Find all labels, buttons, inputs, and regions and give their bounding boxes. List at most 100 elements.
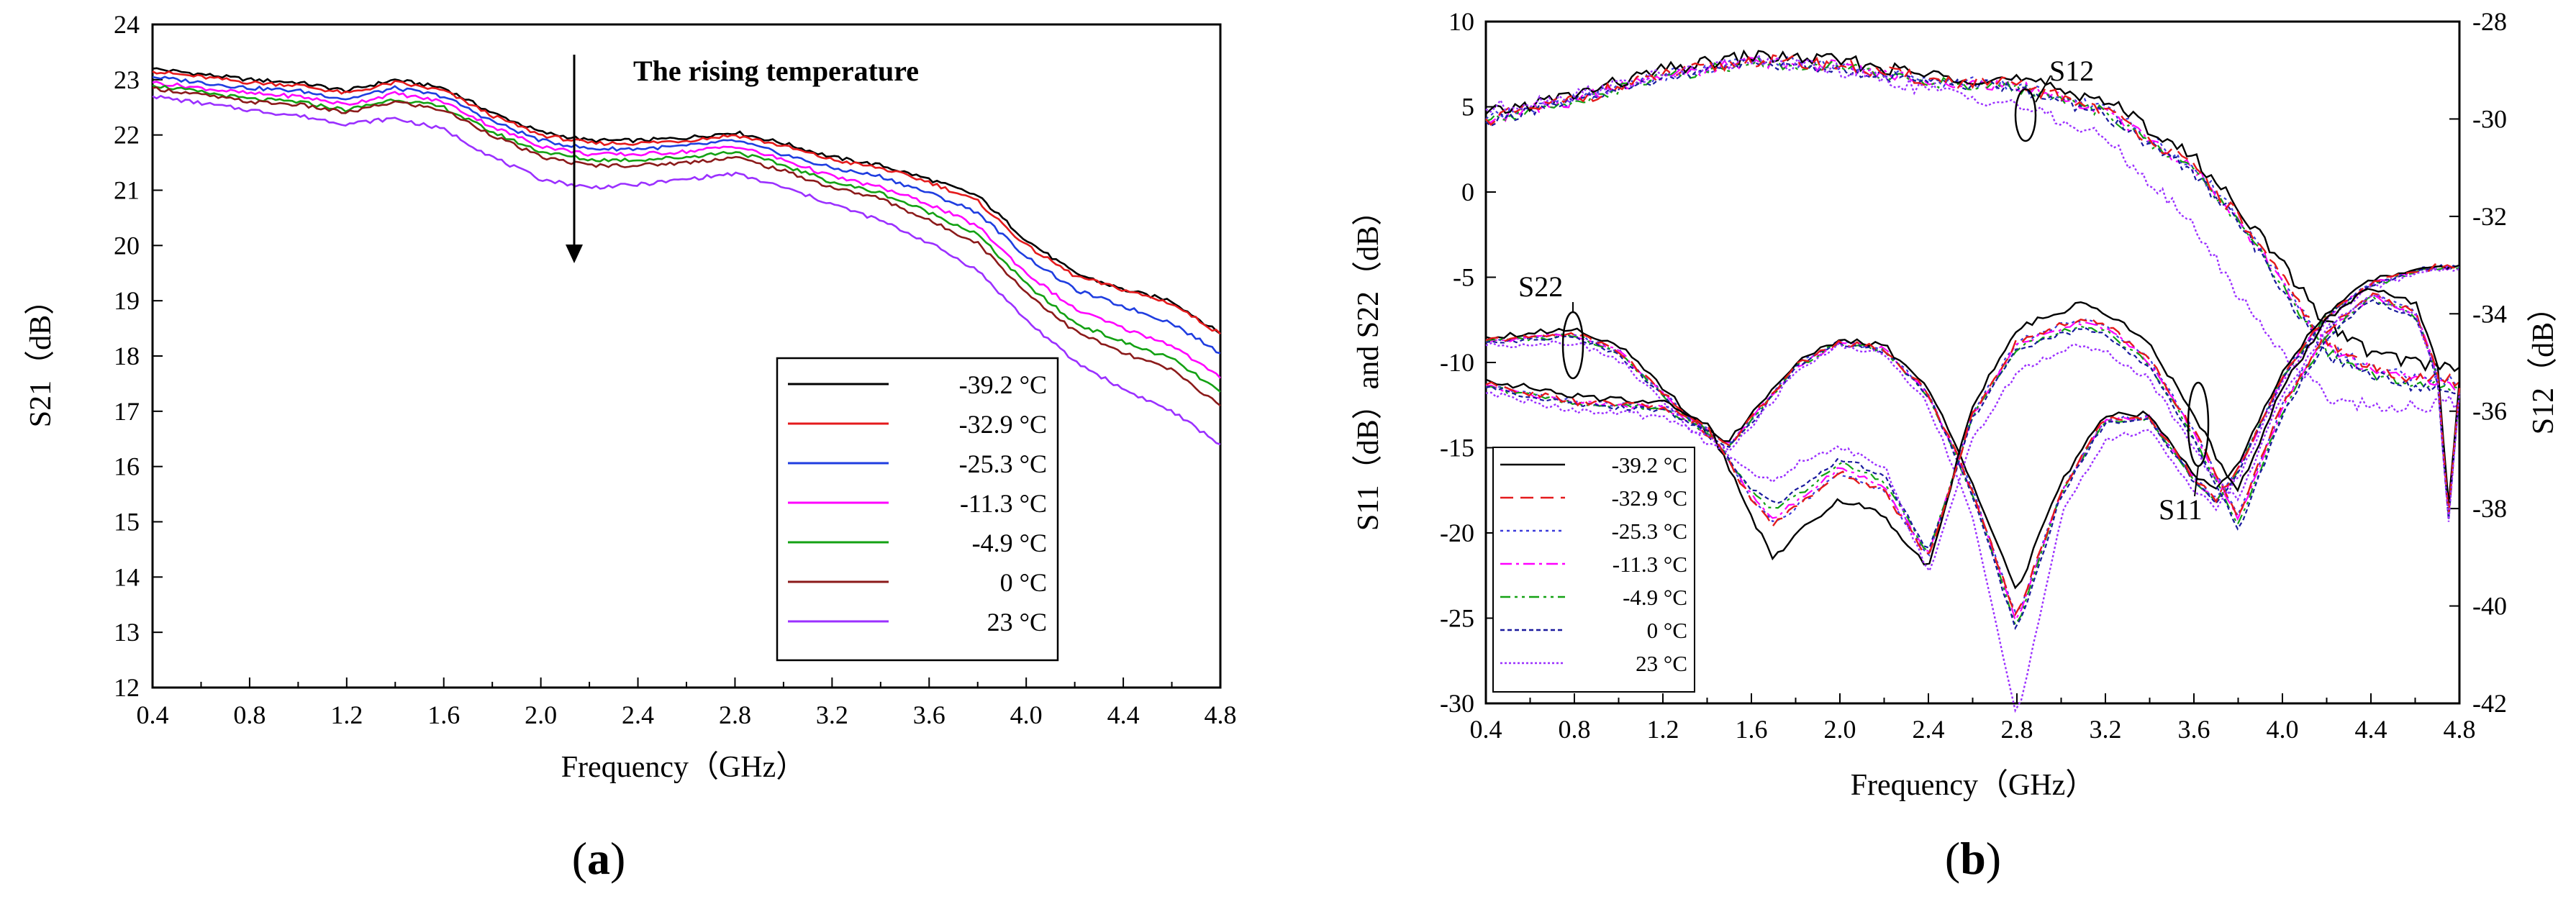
y-tick-label: 20 — [114, 231, 140, 260]
y-tick-label: 16 — [114, 452, 140, 481]
legend-entry: -4.9 °C — [972, 529, 1047, 557]
s11-series-line — [1485, 288, 2461, 566]
panel-a-legend-box — [776, 357, 1059, 662]
x-tick-label: 3.2 — [816, 701, 848, 729]
x-tick-label: 1.2 — [1647, 715, 1679, 744]
s11-annotation: S11 — [2159, 493, 2203, 526]
right-y-tick-label: -42 — [2472, 689, 2507, 718]
y-tick-label: 18 — [114, 342, 140, 370]
right-y-tick-label: -32 — [2472, 202, 2507, 231]
s22-series-line — [1485, 264, 2460, 590]
x-tick-label: 0.4 — [1470, 715, 1502, 744]
y-tick-label: -15 — [1440, 434, 1474, 462]
x-tick-label: 4.4 — [1107, 701, 1140, 729]
panel-a-x-tick-labels: 0.4 0.8 1.2 1.6 2.0 2.4 2.8 3.2 3.6 4.0 4.4 4.8 — [137, 701, 1237, 729]
right-y-tick-label: -28 — [2472, 7, 2507, 36]
panel-a-x-axis-title: Frequency（GHz） — [561, 751, 807, 784]
legend-entry: -11.3 °C — [960, 489, 1047, 518]
panel-b-right-y-axis-title: S12（dB） — [2527, 292, 2560, 434]
panel-b-x-tick-labels: 0.4 0.8 1.2 1.6 2.0 2.4 2.8 3.2 3.6 4.0 4.4 4.8 — [1470, 715, 2476, 744]
panel-a-y-tick-labels: 12 13 14 15 16 17 18 19 20 21 22 23 24 — [114, 10, 140, 702]
right-y-tick-label: -38 — [2472, 494, 2507, 523]
panel-a-series-lines — [152, 67, 1221, 446]
x-tick-label: 3.6 — [2178, 715, 2210, 744]
panel-a-y-axis-title: S21（dB） — [24, 285, 58, 427]
x-tick-label: 4.0 — [2267, 715, 2299, 744]
s11-series-line — [1485, 294, 2461, 573]
x-tick-label: 1.6 — [427, 701, 460, 729]
x-tick-label: 0.4 — [137, 701, 169, 729]
y-tick-label: -25 — [1440, 604, 1474, 633]
series-line — [152, 84, 1221, 393]
panel-a-plot-frame — [151, 23, 1222, 689]
s12-series-line — [1485, 53, 2460, 414]
s12-series-line — [1485, 49, 2460, 373]
s22-series-line — [1485, 263, 2460, 617]
x-tick-label: 2.4 — [1913, 715, 1945, 744]
x-tick-label: 4.4 — [2355, 715, 2387, 744]
x-tick-label: 0.8 — [233, 701, 266, 729]
legend-entry: -32.9 °C — [959, 410, 1047, 439]
y-tick-label: 13 — [114, 618, 140, 647]
y-tick-label: 0 — [1461, 178, 1474, 206]
y-tick-label: -10 — [1440, 348, 1474, 377]
right-y-tick-label: -40 — [2472, 592, 2507, 621]
x-tick-label: 4.0 — [1010, 701, 1043, 729]
panel-b-y-axis-title: S11（dB）and S22（dB） — [1352, 196, 1385, 531]
legend-entry: 0 °C — [1647, 618, 1687, 643]
series-line — [152, 81, 1221, 379]
series-line — [152, 76, 1221, 355]
series-line — [152, 70, 1221, 335]
legend-entry: -32.9 °C — [1612, 485, 1687, 511]
panel-b-chart: 0.4 0.8 1.2 1.6 2.0 2.4 2.8 3.2 3.6 4.0 4.4 4.8 -30… — [1352, 7, 2560, 884]
s12-series-line — [1485, 55, 2460, 387]
s12-series-line — [1485, 59, 2460, 395]
s22-series-line — [1485, 264, 2460, 613]
s11-series-line — [1485, 298, 2461, 549]
x-tick-label: 2.8 — [2001, 715, 2033, 744]
panel-b-legend-box — [1492, 447, 1695, 693]
panel-a-legend: -39.2 °C -32.9 °C -25.3 °C -11.3 °C -4.9 °C 0… — [788, 370, 1047, 636]
x-tick-label: 3.6 — [913, 701, 945, 729]
panel-a-chart: 0.4 0.8 1.2 1.6 2.0 2.4 2.8 3.2 3.6 4.0 4.4 4.8 121… — [24, 10, 1237, 884]
panel-b-series-lines — [1485, 49, 2461, 713]
y-tick-label: 14 — [114, 562, 140, 591]
y-tick-label: 19 — [114, 286, 140, 315]
y-tick-label: 21 — [114, 176, 140, 205]
panel-b-legend: -39.2 °C -32.9 °C -25.3 °C -11.3 °C -4.9 °C 0… — [1500, 452, 1687, 676]
x-tick-label: 1.6 — [1736, 715, 1768, 744]
s12-series-line — [1485, 55, 2460, 391]
y-tick-label: 12 — [114, 673, 140, 702]
panel-a-ticks — [152, 24, 1221, 688]
y-tick-label: 23 — [114, 65, 140, 94]
legend-entry: -4.9 °C — [1623, 585, 1687, 610]
y-tick-label: 15 — [114, 508, 140, 537]
x-tick-label: 2.0 — [1824, 715, 1856, 744]
s22-series-line — [1485, 265, 2460, 631]
x-tick-label: 3.2 — [2090, 715, 2122, 744]
s12-series-line — [1485, 57, 2460, 391]
y-tick-label: 10 — [1448, 7, 1474, 36]
x-tick-label: 2.4 — [622, 701, 654, 729]
legend-entry: -39.2 °C — [1612, 452, 1687, 478]
y-tick-label: 5 — [1461, 93, 1474, 122]
legend-entry: -25.3 °C — [1612, 519, 1687, 544]
panel-b-label: (b) — [1945, 833, 2001, 884]
y-tick-label: -5 — [1453, 263, 1474, 292]
x-tick-label: 1.2 — [330, 701, 363, 729]
rising-temperature-annotation: The rising temperature — [633, 55, 919, 87]
x-tick-label: 2.8 — [719, 701, 751, 729]
x-tick-label: 4.8 — [1205, 701, 1237, 729]
legend-entry: 23 °C — [1636, 651, 1687, 676]
x-tick-label: 0.8 — [1559, 715, 1591, 744]
s12-series-line — [1485, 54, 2460, 388]
legend-entry: 0 °C — [1000, 568, 1047, 597]
legend-entry: -11.3 °C — [1613, 552, 1687, 577]
s12-marker-ellipse — [2014, 88, 2037, 142]
s12-leader-line — [2035, 75, 2051, 103]
s11-series-line — [1485, 292, 2461, 555]
right-y-tick-label: -36 — [2472, 397, 2507, 426]
right-y-tick-label: -30 — [2472, 104, 2507, 133]
y-tick-label: 17 — [114, 397, 140, 426]
